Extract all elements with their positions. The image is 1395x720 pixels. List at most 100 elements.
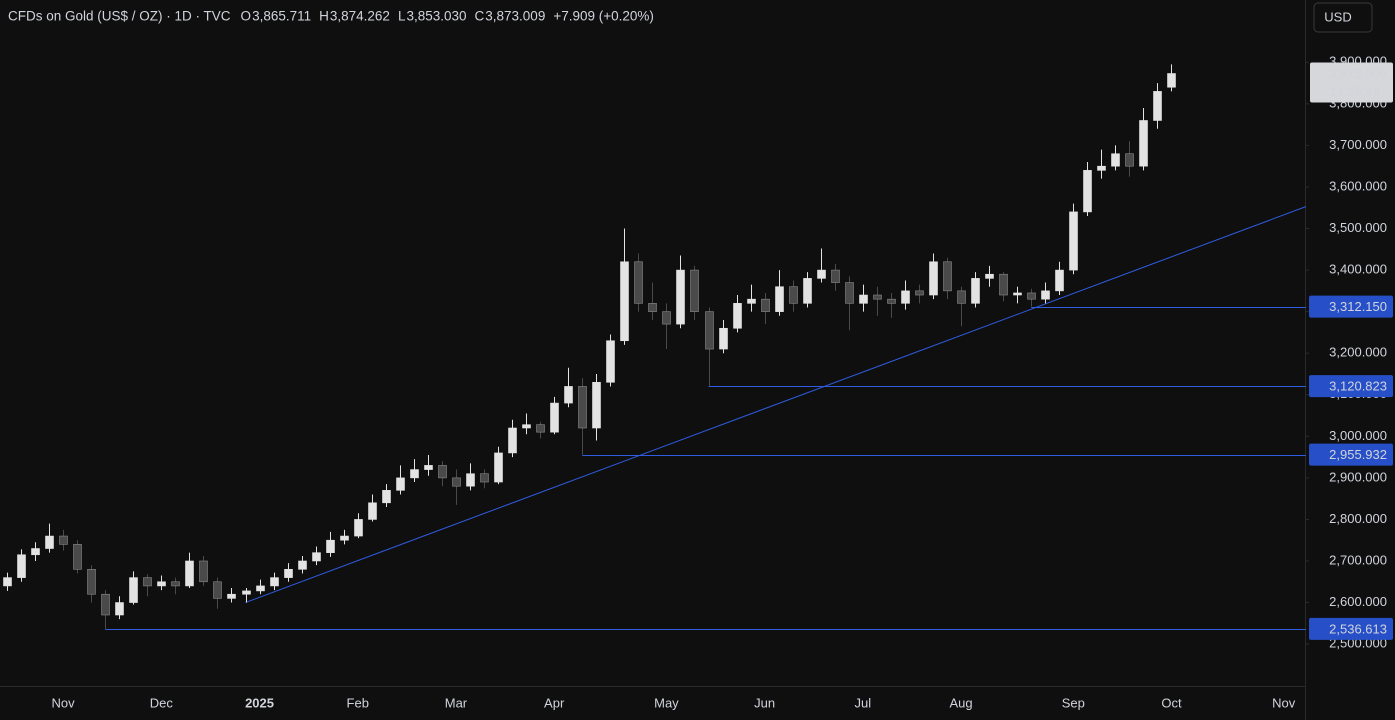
candle-body xyxy=(480,473,489,483)
candle-body xyxy=(242,590,251,595)
y-tick-label: 3,400.000 xyxy=(1329,262,1387,277)
candle-body xyxy=(1111,153,1120,167)
candle-body xyxy=(985,273,994,279)
candle-body xyxy=(845,282,854,304)
candle-body xyxy=(803,278,812,304)
x-tick-label: Nov xyxy=(1272,695,1296,710)
candle-body xyxy=(508,427,517,454)
x-tick-label: Apr xyxy=(544,695,565,710)
candle-body xyxy=(887,298,896,304)
candle-body xyxy=(73,544,82,570)
y-tick-label: 2,800.000 xyxy=(1329,511,1387,526)
last-price-box xyxy=(1310,62,1393,103)
candle-body xyxy=(185,560,194,587)
candle-body xyxy=(999,273,1008,296)
candle-body xyxy=(312,552,321,562)
candle-body xyxy=(1027,292,1036,300)
candle-body xyxy=(606,340,615,383)
candle-body xyxy=(396,477,405,491)
candle-body xyxy=(171,581,180,587)
candle-body xyxy=(438,465,447,479)
chart-title: CFDs on Gold (US$ / OZ) · 1D · TVC xyxy=(8,9,231,24)
y-tick-label: 2,900.000 xyxy=(1329,469,1387,484)
candle-body xyxy=(592,381,601,429)
candle-body xyxy=(761,298,770,312)
candle-body xyxy=(1069,211,1078,271)
candle-body xyxy=(662,311,671,325)
candle-body xyxy=(831,269,840,283)
level-label: 2,955.932 xyxy=(1329,447,1387,462)
candle-body xyxy=(270,577,279,587)
level-label: 3,120.823 xyxy=(1329,379,1387,394)
candle-body xyxy=(101,593,110,616)
y-tick-label: 2,700.000 xyxy=(1329,552,1387,567)
price-axis: 2,500.0002,600.0002,700.0002,800.0002,90… xyxy=(1305,54,1393,651)
ohlc-change: +7.909 (+0.20%) xyxy=(553,9,654,24)
countdown-label: 14:39:49 xyxy=(1329,84,1380,99)
candle-body xyxy=(227,593,236,599)
candle-body xyxy=(859,294,868,304)
candle-body xyxy=(957,290,966,304)
x-tick-label: Jun xyxy=(754,695,775,710)
candle-body xyxy=(873,294,882,300)
candle-body xyxy=(368,502,377,520)
currency-label[interactable]: USD xyxy=(1324,9,1351,24)
level-label-box xyxy=(1309,295,1393,318)
candle-body xyxy=(1013,292,1022,296)
candle-body xyxy=(157,581,166,587)
candle-body xyxy=(620,261,629,342)
x-tick-label: 2025 xyxy=(245,695,274,710)
candle-body xyxy=(705,311,714,350)
candle-body xyxy=(1167,73,1176,88)
x-tick-label: Nov xyxy=(52,695,76,710)
y-tick-label: 3,700.000 xyxy=(1329,137,1387,152)
x-tick-label: Oct xyxy=(1161,695,1182,710)
x-tick-label: Aug xyxy=(949,695,972,710)
candle-body xyxy=(1139,120,1148,167)
candle-body xyxy=(550,402,559,433)
y-tick-label: 2,600.000 xyxy=(1329,594,1387,609)
currency-button[interactable] xyxy=(1313,2,1373,33)
candle-body xyxy=(382,490,391,504)
candle-body xyxy=(634,261,643,304)
candle-body xyxy=(1097,165,1106,171)
level-label: 2,536.613 xyxy=(1329,621,1387,636)
candle-body xyxy=(971,278,980,304)
ohlc-low-label: L xyxy=(398,9,406,24)
candle-body xyxy=(775,286,784,312)
candle-body xyxy=(199,560,208,583)
candle-body xyxy=(1083,170,1092,213)
candle-body xyxy=(690,269,699,312)
candle-body xyxy=(45,535,54,549)
candle-body xyxy=(326,539,335,553)
candle-body xyxy=(747,298,756,304)
candle-body xyxy=(298,560,307,570)
ohlc-high-label: H xyxy=(319,9,329,24)
candle-body xyxy=(59,535,68,545)
candle-body xyxy=(424,465,433,470)
candle-body xyxy=(284,568,293,578)
x-tick-label: Sep xyxy=(1062,695,1085,710)
level-label-box xyxy=(1309,375,1393,398)
candle-body xyxy=(3,577,12,587)
candle-body xyxy=(1041,290,1050,300)
candle-body xyxy=(213,581,222,599)
candle-body xyxy=(466,473,475,487)
candle-body xyxy=(115,602,124,616)
x-tick-label: May xyxy=(654,695,679,710)
candle-body xyxy=(129,577,138,603)
candle-body xyxy=(452,477,461,487)
ohlc-header: O 3,865.711 H 3,874.262 L 3,853.030 C 3,873.009… xyxy=(241,9,654,24)
level-label: 3,312.150 xyxy=(1329,299,1387,314)
candle-body xyxy=(564,386,573,404)
candle-body xyxy=(648,303,657,312)
level-label-box xyxy=(1309,443,1393,466)
level-label-box xyxy=(1309,617,1393,640)
ohlc-open-label: O xyxy=(241,9,252,24)
candle-body xyxy=(676,269,685,325)
candle-body xyxy=(901,290,910,304)
candle-body xyxy=(143,577,152,587)
ohlc-close: 3,873.009 xyxy=(485,9,545,24)
